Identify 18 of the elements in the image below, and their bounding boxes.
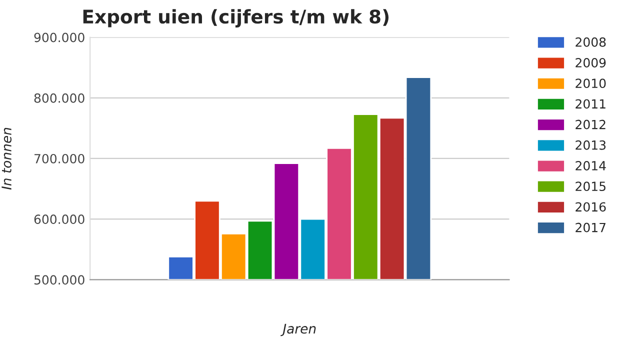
y-tick-label: 600.000 [34,214,84,224]
legend-label: 2010 [576,78,606,88]
chart-title: Export uien (cijfers t/m wk 8) [83,9,389,28]
legend-label: 2009 [576,58,606,68]
y-tick-label: 500.000 [34,275,84,285]
legend-label: 2008 [576,37,606,47]
y-tick-label: 800.000 [34,93,84,103]
legend-label: 2011 [576,99,606,109]
legend-label: 2013 [576,140,606,150]
legend-label: 2017 [576,222,606,232]
y-tick-label: 700.000 [34,154,84,164]
x-axis-title: Jaren [280,324,316,336]
y-axis-title: In tonnen [2,128,12,190]
legend-label: 2012 [576,120,606,130]
y-tick-label: 900.000 [34,32,84,42]
legend-label: 2014 [576,160,606,170]
legend-label: 2015 [576,182,606,192]
legend-label: 2016 [576,202,606,212]
